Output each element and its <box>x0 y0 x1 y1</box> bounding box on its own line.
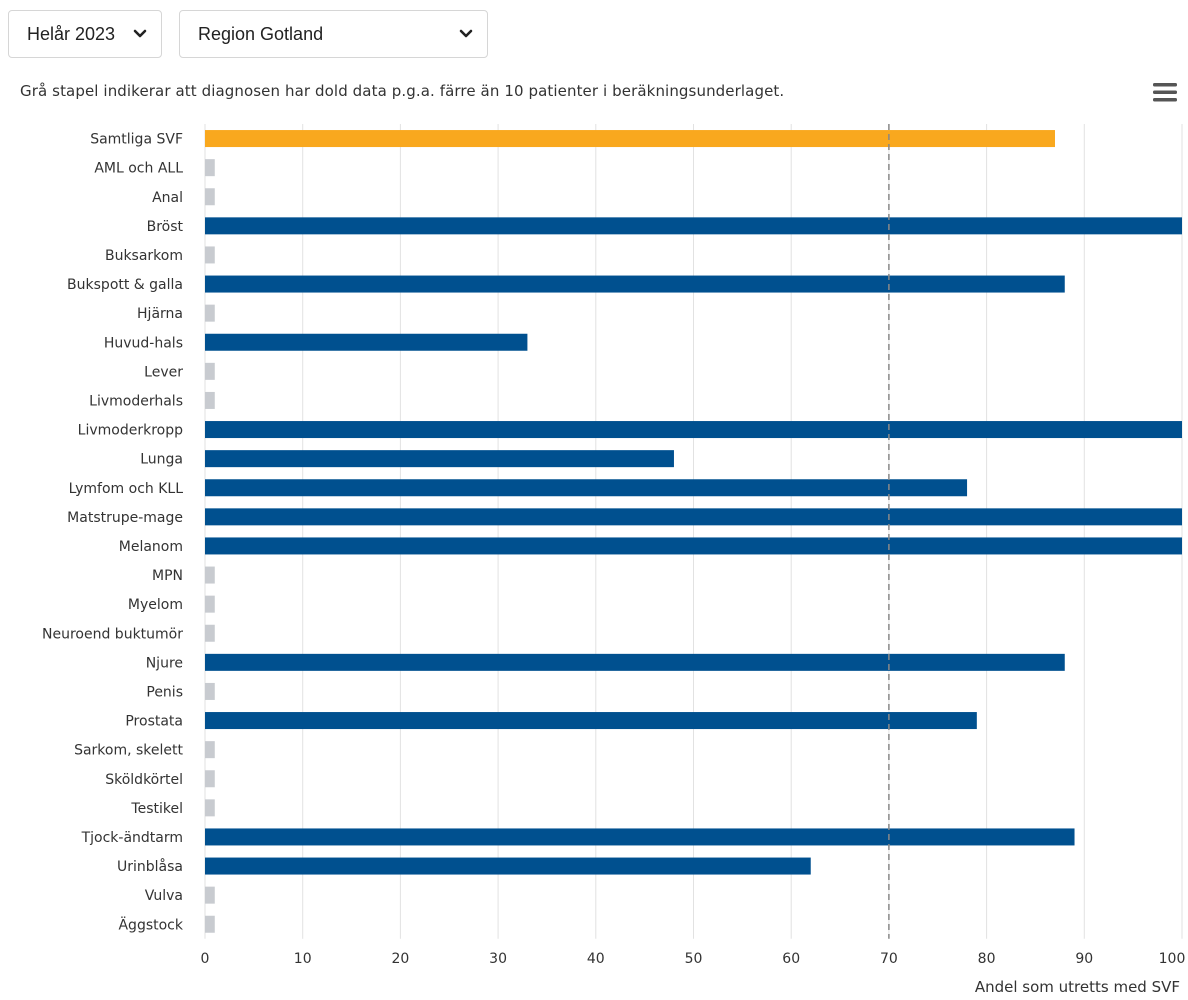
bar <box>205 566 215 584</box>
category-label: Lymfom och KLL <box>69 481 184 497</box>
bar <box>205 304 215 322</box>
bar <box>205 391 215 409</box>
category-label: Matstrupe-mage <box>67 510 183 526</box>
bar <box>205 217 1182 235</box>
period-select-value: Helår 2023 <box>27 23 116 44</box>
x-tick-label: 20 <box>391 951 409 967</box>
bar <box>205 333 528 351</box>
category-label: Anal <box>152 190 183 206</box>
category-label: Samtliga SVF <box>90 132 183 148</box>
bar <box>205 421 1182 439</box>
category-label: Penis <box>146 684 183 700</box>
bar <box>205 159 215 177</box>
bar <box>205 479 968 497</box>
x-tick-label: 80 <box>978 951 996 967</box>
bar <box>205 712 977 730</box>
region-select[interactable]: Region Gotland <box>179 10 488 58</box>
bar <box>205 246 215 264</box>
category-label: Äggstock <box>118 915 183 933</box>
category-label: Bukspott & galla <box>67 277 183 293</box>
hamburger-menu-icon <box>1153 83 1177 102</box>
x-tick-label: 90 <box>1075 951 1093 967</box>
bar <box>205 915 215 933</box>
bar <box>205 508 1182 526</box>
category-label: Livmoderhals <box>89 393 183 409</box>
bar <box>205 828 1075 846</box>
category-label: Urinblåsa <box>117 858 183 875</box>
bar <box>205 857 811 875</box>
category-label: Prostata <box>125 714 183 730</box>
category-label: Sarkom, skelett <box>74 743 183 759</box>
x-tick-label: 10 <box>294 951 312 967</box>
category-label: Hjärna <box>137 306 183 322</box>
category-label: Melanom <box>119 539 183 555</box>
bar <box>205 682 215 700</box>
bar <box>205 595 215 613</box>
bar <box>205 537 1182 555</box>
chevron-down-icon <box>133 29 147 39</box>
period-select[interactable]: Helår 2023 <box>8 10 162 58</box>
x-tick-label: 60 <box>782 951 800 967</box>
category-label: Myelom <box>128 597 183 613</box>
bar <box>205 770 215 788</box>
category-label: Njure <box>146 655 183 671</box>
bar <box>205 188 215 206</box>
category-label: Sköldkörtel <box>105 772 183 788</box>
bar <box>205 653 1065 671</box>
category-label: MPN <box>152 568 183 584</box>
x-tick-label: 0 <box>201 951 210 967</box>
category-label: Bröst <box>147 219 184 235</box>
category-label: Tjock-ändtarm <box>81 830 183 846</box>
chart-menu-button[interactable] <box>1151 80 1179 104</box>
x-tick-label: 100 <box>1159 951 1186 967</box>
category-label: Buksarkom <box>105 248 183 264</box>
x-tick-label: 50 <box>685 951 703 967</box>
category-label: Lunga <box>140 452 183 468</box>
bar <box>205 275 1065 293</box>
region-select-value: Region Gotland <box>198 23 324 44</box>
x-tick-label: 30 <box>489 951 507 967</box>
chevron-down-icon <box>459 29 473 39</box>
x-tick-label: 40 <box>587 951 605 967</box>
bar <box>205 624 215 642</box>
category-label: Huvud-hals <box>104 335 183 351</box>
hidden-data-note: Grå stapel indikerar att diagnosen har d… <box>20 82 785 100</box>
category-label: AML och ALL <box>94 161 183 177</box>
category-label: Lever <box>144 364 183 380</box>
category-label: Neuroend buktumör <box>42 626 183 642</box>
category-label: Livmoderkropp <box>78 423 183 439</box>
category-label: Testikel <box>130 801 183 817</box>
bar <box>205 886 215 904</box>
bar <box>205 362 215 380</box>
bar <box>205 130 1055 148</box>
bar <box>205 741 215 759</box>
bar <box>205 799 215 817</box>
bar <box>205 450 674 468</box>
x-axis-title: Andel som utretts med SVF <box>975 978 1180 996</box>
x-tick-label: 70 <box>880 951 898 967</box>
category-label: Vulva <box>145 888 183 904</box>
